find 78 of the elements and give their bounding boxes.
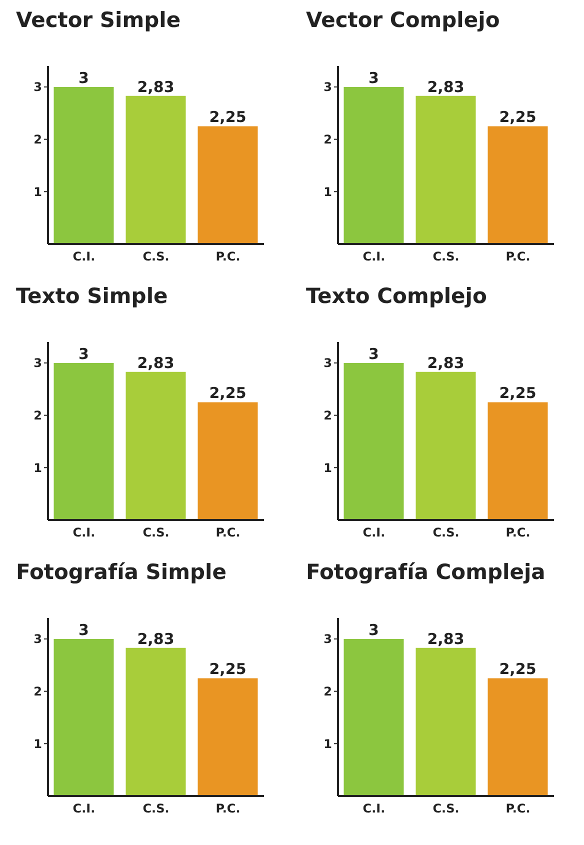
y-tick-label: 3	[34, 632, 42, 646]
data-label: 2,83	[137, 354, 174, 372]
x-tick-label: C.I.	[362, 526, 386, 540]
bar	[198, 678, 258, 796]
data-label: 2,83	[137, 78, 174, 96]
bar	[54, 638, 114, 796]
x-tick-label: C.I.	[362, 802, 386, 816]
bar	[126, 648, 186, 796]
x-tick-label: P.C.	[506, 250, 530, 264]
bar	[344, 362, 404, 520]
bar	[488, 402, 548, 520]
chart-title: Fotografía Simple	[15, 560, 228, 586]
x-tick-label: P.C.	[216, 250, 240, 264]
bar	[126, 372, 186, 520]
y-tick-label: 1	[34, 460, 42, 475]
bar	[198, 402, 258, 520]
chart-title: Vector Simple	[15, 8, 182, 34]
bar	[198, 126, 258, 244]
y-tick-label: 3	[324, 80, 332, 94]
x-tick-label: C.S.	[142, 802, 170, 816]
data-label: 2,25	[499, 108, 536, 126]
data-label: 3	[78, 344, 89, 363]
y-tick-label: 1	[324, 460, 332, 475]
y-tick-label: 2	[34, 132, 42, 147]
x-tick-label: C.S.	[142, 250, 170, 264]
y-tick-label: 3	[324, 632, 332, 646]
x-tick-label: C.S.	[432, 250, 460, 264]
x-tick-label: C.I.	[72, 250, 96, 264]
y-tick-label: 1	[34, 184, 42, 199]
data-label: 2,83	[137, 630, 174, 648]
data-label: 2,25	[209, 108, 246, 126]
chart-title: Vector Complejo	[305, 8, 501, 34]
bar	[126, 96, 186, 244]
data-label: 3	[368, 68, 379, 87]
y-tick-label: 2	[324, 408, 332, 423]
x-tick-label: P.C.	[216, 802, 240, 816]
x-tick-label: C.S.	[432, 526, 460, 540]
y-tick-label: 2	[34, 684, 42, 699]
data-label: 2,83	[427, 78, 464, 96]
x-tick-label: C.I.	[72, 802, 96, 816]
x-tick-label: C.I.	[72, 526, 96, 540]
x-tick-label: C.S.	[432, 802, 460, 816]
y-tick-label: 1	[324, 184, 332, 199]
data-label: 2,25	[499, 384, 536, 402]
bar	[344, 86, 404, 244]
data-label: 2,25	[209, 384, 246, 402]
y-tick-label: 2	[324, 132, 332, 147]
bar	[488, 126, 548, 244]
x-tick-label: C.S.	[142, 526, 170, 540]
y-tick-label: 2	[34, 408, 42, 423]
y-tick-label: 1	[324, 736, 332, 751]
x-tick-label: P.C.	[506, 526, 530, 540]
bar	[54, 86, 114, 244]
chart-title: Texto Simple	[15, 284, 169, 310]
y-tick-label: 2	[324, 684, 332, 699]
data-label: 3	[368, 344, 379, 363]
x-tick-label: P.C.	[506, 802, 530, 816]
data-label: 2,83	[427, 354, 464, 372]
data-label: 2,25	[499, 660, 536, 678]
data-label: 2,83	[427, 630, 464, 648]
y-tick-label: 3	[34, 80, 42, 94]
bar	[488, 678, 548, 796]
data-label: 3	[78, 620, 89, 639]
bar	[416, 648, 476, 796]
y-tick-label: 1	[34, 736, 42, 751]
bar	[344, 638, 404, 796]
y-tick-label: 3	[324, 356, 332, 370]
bar	[416, 96, 476, 244]
x-tick-label: P.C.	[216, 526, 240, 540]
data-label: 3	[78, 68, 89, 87]
data-label: 3	[368, 620, 379, 639]
bar	[416, 372, 476, 520]
y-tick-label: 3	[34, 356, 42, 370]
chart-title: Fotografía Compleja	[305, 560, 546, 586]
data-label: 2,25	[209, 660, 246, 678]
x-tick-label: C.I.	[362, 250, 386, 264]
bar	[54, 362, 114, 520]
chart-title: Texto Complejo	[305, 284, 488, 310]
